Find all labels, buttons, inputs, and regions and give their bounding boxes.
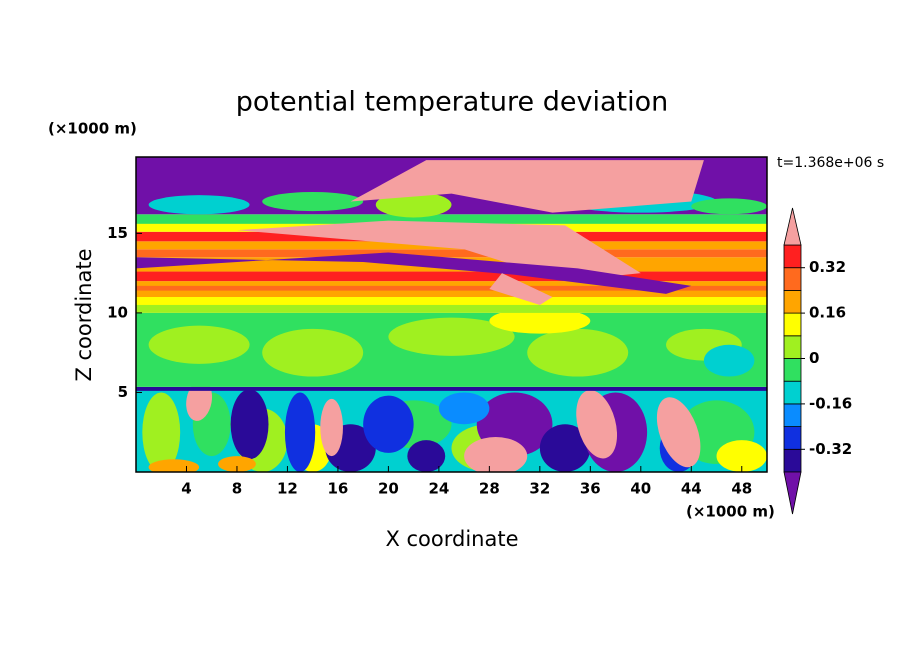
- field-region: [527, 328, 629, 377]
- x-tick-label: 28: [479, 480, 500, 498]
- field-region: [489, 308, 591, 334]
- field-region: [438, 392, 490, 425]
- field-region: [656, 397, 701, 468]
- colorbar-band: [783, 358, 802, 382]
- field-region: [262, 192, 364, 212]
- x-tick-label: 40: [630, 480, 651, 498]
- field-region: [136, 214, 767, 224]
- field-region: [716, 440, 767, 472]
- field-region: [142, 392, 181, 472]
- contour-field: [136, 157, 767, 472]
- field-region: [407, 440, 446, 472]
- y-tick-label: 15: [107, 224, 128, 242]
- field-region: [350, 160, 704, 213]
- plot-frame: [135, 156, 768, 473]
- field-region: [576, 390, 618, 459]
- field-region: [320, 398, 343, 457]
- field-region: [464, 437, 528, 472]
- field-region: [230, 389, 269, 460]
- colorbar-under: [783, 471, 802, 515]
- field-region: [363, 395, 414, 453]
- colorbar-band: [783, 289, 802, 314]
- x-tick-label: 36: [580, 480, 601, 498]
- colorbar-over: [783, 207, 802, 246]
- colorbar-band: [783, 448, 802, 473]
- field-region: [691, 198, 767, 215]
- colorbar-tick-label: -0.32: [809, 440, 852, 458]
- field-region: [388, 317, 515, 356]
- field-region: [375, 192, 452, 218]
- chart-title: potential temperature deviation: [236, 87, 668, 118]
- colorbar-tick-label: 0.32: [809, 258, 846, 276]
- field-region: [148, 195, 250, 215]
- field-region: [148, 459, 200, 472]
- y-axis-label: Z coordinate: [72, 248, 96, 381]
- field-region: [284, 392, 316, 472]
- x-tick-label: 32: [529, 480, 550, 498]
- field-region: [539, 424, 591, 472]
- x-tick-label: 44: [681, 480, 702, 498]
- y-tick-label: 5: [118, 383, 128, 401]
- y-tick-label: 10: [107, 303, 128, 321]
- field-region: [136, 271, 767, 282]
- colorbar-band: [783, 335, 802, 359]
- field-region: [136, 386, 767, 391]
- field-region: [218, 456, 256, 472]
- field-region: [148, 325, 250, 364]
- colorbar-band: [783, 403, 802, 427]
- x-tick-label: 12: [277, 480, 298, 498]
- field-region: [703, 344, 755, 377]
- x-tick-label: 16: [327, 480, 348, 498]
- field-region: [136, 252, 692, 294]
- colorbar-band: [783, 426, 802, 450]
- y-unit: (×1000 m): [48, 120, 137, 138]
- x-tick-label: 24: [428, 480, 449, 498]
- field-region: [136, 249, 767, 258]
- x-unit: (×1000 m): [686, 503, 775, 521]
- field-region: [489, 273, 553, 305]
- colorbar-tick-label: 0.16: [809, 304, 846, 322]
- x-axis-label: X coordinate: [385, 527, 518, 551]
- x-tick-label: 48: [731, 480, 752, 498]
- time-annotation: t=1.368e+06 s: [777, 155, 884, 171]
- x-tick-label: 8: [232, 480, 242, 498]
- colorbar-band: [783, 244, 802, 269]
- field-region: [262, 328, 364, 377]
- colorbar-tick-label: -0.16: [809, 394, 852, 412]
- x-tick-label: 20: [378, 480, 399, 498]
- x-tick-label: 4: [181, 480, 191, 498]
- colorbar-tick-label: 0: [809, 349, 819, 367]
- colorbar-band: [783, 380, 802, 405]
- colorbar-band: [783, 267, 802, 291]
- colorbar-band: [783, 312, 802, 337]
- field-region: [136, 285, 767, 291]
- field-region: [136, 297, 767, 305]
